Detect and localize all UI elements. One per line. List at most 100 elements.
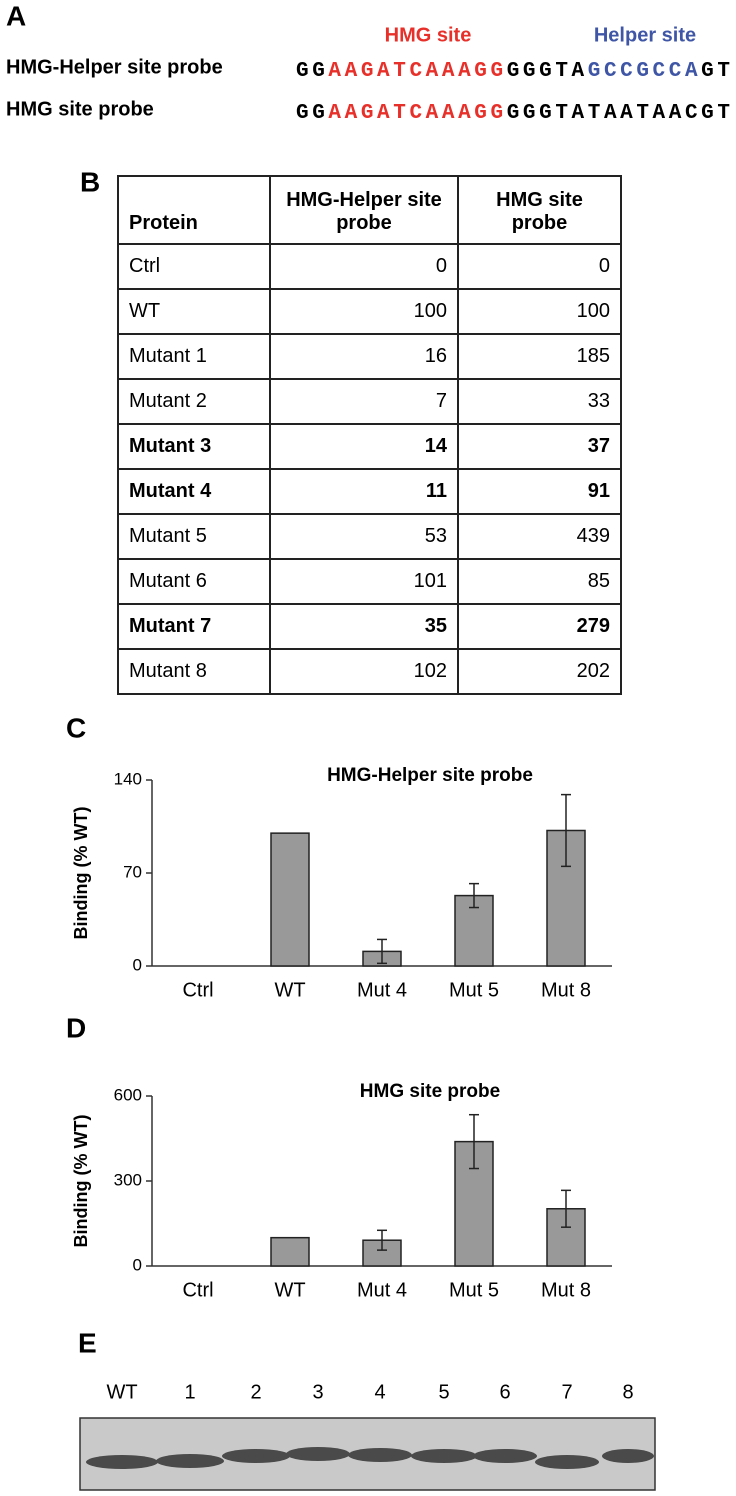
table-row: Mutant 4 11 91: [117, 468, 622, 515]
sequence-part: GGGTA: [507, 60, 585, 83]
table-cell: 102: [269, 648, 459, 695]
table-cell: 16: [269, 333, 459, 380]
table-row: Mutant 1 16 185: [117, 333, 622, 380]
table-row: Mutant 7 35 279: [117, 603, 622, 650]
table-cell: WT: [117, 288, 271, 335]
table-cell: Mutant 3: [117, 423, 271, 470]
error-bar: [469, 882, 479, 909]
y-tick-label: 140: [114, 769, 142, 788]
x-tick-label: Mut 8: [541, 979, 591, 1001]
table-row: Mutant 6 101 85: [117, 558, 622, 605]
sequence-part: GG: [296, 102, 325, 125]
error-bar: [377, 938, 387, 965]
sequence-part: GCCGCCA: [588, 60, 698, 83]
header-cell: HMG-Helper site probe: [269, 175, 459, 245]
gel-bands: [86, 1447, 654, 1469]
lane-label: 7: [561, 1381, 572, 1403]
table: Protein HMG-Helper site probe HMG site pro…: [117, 175, 622, 695]
x-tick-label: Mut 8: [541, 1279, 591, 1301]
table-cell: Mutant 4: [117, 468, 271, 515]
sequence-part: AAGATCAAAGG: [328, 60, 503, 83]
y-tick-label: 0: [133, 955, 142, 974]
lane-label: 4: [374, 1381, 385, 1403]
lane-label: 2: [250, 1381, 261, 1403]
header-cell: Protein: [117, 175, 271, 245]
panel-letter: E: [78, 1327, 97, 1358]
lane-label: 8: [622, 1381, 633, 1403]
probe-label: HMG-Helper site probe: [6, 56, 223, 78]
table-cell: 91: [457, 468, 622, 515]
table-cell: 0: [269, 243, 459, 290]
table-row: Mutant 8 102 202: [117, 648, 622, 695]
x-tick-label: Ctrl: [182, 979, 213, 1001]
x-tick-label: Mut 4: [357, 1279, 407, 1301]
table-cell: Mutant 8: [117, 648, 271, 695]
probe-label: HMG site probe: [6, 98, 154, 120]
sequence-part: AAGATCAAAGG: [328, 102, 503, 125]
panel-letter: A: [6, 0, 26, 31]
table-cell: 35: [269, 603, 459, 650]
panel-letter: C: [66, 712, 86, 743]
table-row: WT 100 100: [117, 288, 622, 335]
lane-label: WT: [106, 1381, 137, 1403]
x-tick-label: Mut 5: [449, 1279, 499, 1301]
bar: [270, 832, 310, 967]
table-row: Mutant 5 53 439: [117, 513, 622, 560]
table-cell: 100: [269, 288, 459, 335]
panel-letter: D: [66, 1012, 86, 1043]
x-tick-label: WT: [274, 979, 305, 1001]
y-tick-label: 70: [123, 862, 142, 881]
table-cell: Mutant 1: [117, 333, 271, 380]
table-cell: 439: [457, 513, 622, 560]
y-axis-label: Binding (% WT): [71, 807, 91, 940]
panel-letter: B: [80, 166, 100, 197]
y-tick-label: 300: [114, 1170, 142, 1189]
table-cell: 100: [457, 288, 622, 335]
table-cell: Mutant 5: [117, 513, 271, 560]
table-cell: 37: [457, 423, 622, 470]
table-cell: Ctrl: [117, 243, 271, 290]
table-cell: Mutant 7: [117, 603, 271, 650]
table-cell: 202: [457, 648, 622, 695]
table-cell: Mutant 6: [117, 558, 271, 605]
table-cell: 11: [269, 468, 459, 515]
y-axis-label: Binding (% WT): [71, 1115, 91, 1248]
table-cell: 0: [457, 243, 622, 290]
x-tick-label: Mut 5: [449, 979, 499, 1001]
helper-site-label: Helper site: [594, 24, 696, 46]
table-cell: 279: [457, 603, 622, 650]
error-bar: [561, 793, 571, 868]
x-tick-label: WT: [274, 1279, 305, 1301]
table-row: Ctrl 0 0: [117, 243, 622, 290]
table-cell: 101: [269, 558, 459, 605]
lane-label: 3: [312, 1381, 323, 1403]
sequence-part: GT: [701, 60, 730, 83]
table-row: Mutant 2 7 33: [117, 378, 622, 425]
x-tick-label: Ctrl: [182, 1279, 213, 1301]
lane-label: 5: [438, 1381, 449, 1403]
error-bar: [561, 1189, 571, 1228]
bar: [270, 1236, 310, 1267]
table-cell: 7: [269, 378, 459, 425]
error-bar: [469, 1113, 479, 1170]
table-cell: 85: [457, 558, 622, 605]
table-row: Mutant 3 14 37: [117, 423, 622, 470]
table-cell: 14: [269, 423, 459, 470]
error-bar: [377, 1229, 387, 1251]
table-cell: 53: [269, 513, 459, 560]
hmg-site-label: HMG site: [385, 24, 472, 46]
sequence: GG AAGATCAAAGG GGGTATAATAACGT: [296, 102, 730, 125]
table-cell: 185: [457, 333, 622, 380]
sequence-part: GG: [296, 60, 325, 83]
chart-title: HMG-Helper site probe: [327, 765, 533, 786]
table-cell: 33: [457, 378, 622, 425]
table-cell: Mutant 2: [117, 378, 271, 425]
lane-label: 6: [499, 1381, 510, 1403]
x-tick-label: Mut 4: [357, 979, 407, 1001]
y-tick-label: 0: [133, 1255, 142, 1274]
sequence-part: GGGTATAATAACGT: [507, 102, 730, 125]
y-tick-label: 600: [114, 1085, 142, 1104]
sequence: GG AAGATCAAAGG GGGTA GCCGCCA GT: [296, 60, 730, 83]
